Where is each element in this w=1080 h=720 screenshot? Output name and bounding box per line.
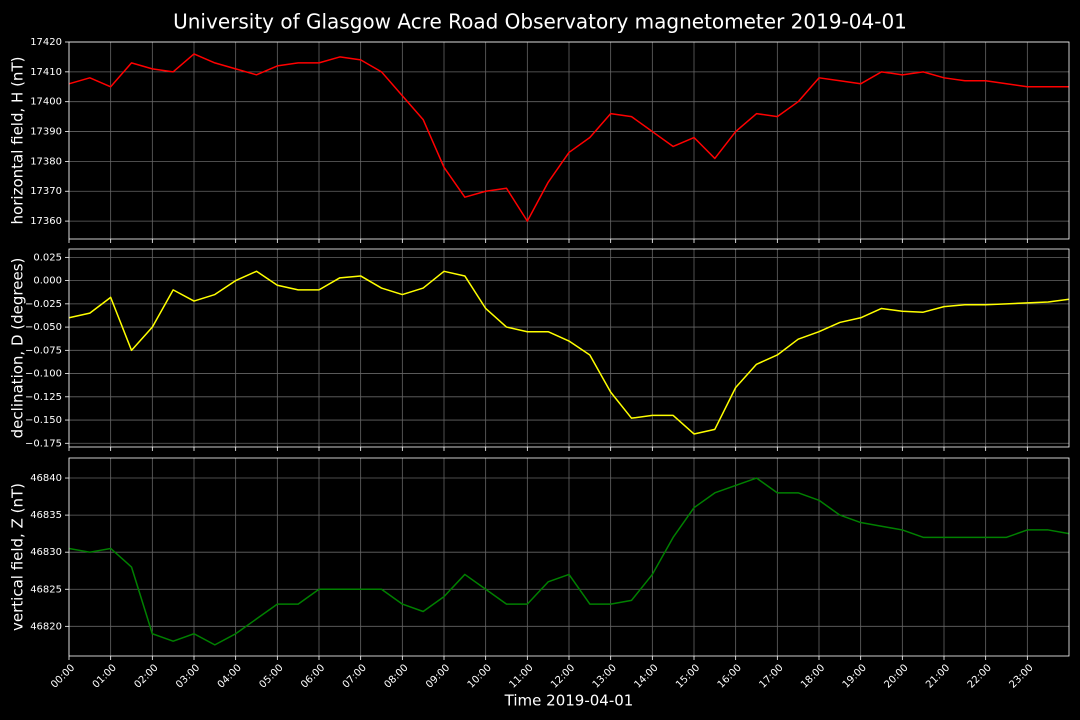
x-tick-label: 00:00 [49,662,77,690]
x-tick-label: 06:00 [299,662,327,690]
x-tick-label: 14:00 [632,662,660,690]
x-tick-label: 23:00 [1007,662,1035,690]
x-tick-label: 05:00 [257,662,285,690]
x-tick-label: 13:00 [591,662,619,690]
y-tick-label: −0.125 [25,392,62,403]
data-line [68,53,1069,222]
x-tick-label: 22:00 [966,662,994,690]
x-tick-label: 21:00 [924,662,952,690]
x-tick-label: 16:00 [716,662,744,690]
x-tick-label: 07:00 [341,662,369,690]
y-tick-label: −0.050 [25,322,62,333]
y-tick-label: 17390 [30,127,62,138]
axes-frame [68,457,1070,657]
x-tick-label: 11:00 [507,662,535,690]
y-tick-label: 46825 [30,584,62,595]
y-tick-label: 17410 [30,67,62,78]
y-tick-label: 0.000 [33,276,62,287]
figure-title: University of Glasgow Acre Road Observat… [173,10,907,34]
y-tick-label: 17400 [30,97,62,108]
y-tick-label: −0.075 [25,345,62,356]
x-tick-label: 15:00 [674,662,702,690]
y-tick-label: 0.025 [33,252,62,263]
y-tick-label: 17420 [30,37,62,48]
x-tick-label: 08:00 [382,662,410,690]
axes-frame [68,248,1070,448]
y-tick-label: 17360 [30,216,62,227]
y-tick-label: −0.025 [25,299,62,310]
x-tick-label: 17:00 [757,662,785,690]
y-tick-label: −0.175 [25,438,62,449]
x-tick-label: 01:00 [91,662,119,690]
y-tick-label: 17370 [30,186,62,197]
x-tick-label: 04:00 [216,662,244,690]
y-tick-label: 17380 [30,156,62,167]
x-tick-label: 18:00 [799,662,827,690]
y-axis-label: vertical field, Z (nT) [9,483,27,631]
x-tick-label: 02:00 [132,662,160,690]
y-tick-label: −0.100 [25,369,62,380]
y-tick-label: 46830 [30,547,62,558]
y-tick-label: −0.150 [25,415,62,426]
x-tick-label: 03:00 [174,662,202,690]
y-tick-label: 46840 [30,473,62,484]
y-axis-label: horizontal field, H (nT) [9,57,27,225]
x-tick-label: 10:00 [466,662,494,690]
data-line [68,270,1070,435]
data-line [68,477,1070,646]
axes-frame [68,41,1070,240]
x-tick-label: 19:00 [841,662,869,690]
x-tick-label: 20:00 [882,662,910,690]
x-tick-label: 09:00 [424,662,452,690]
y-tick-label: 46835 [30,510,62,521]
x-tick-label: 12:00 [549,662,577,690]
x-axis-label: Time 2019-04-01 [504,692,634,710]
y-tick-label: 46820 [30,621,62,632]
y-axis-label: declination, D (degrees) [9,258,27,439]
